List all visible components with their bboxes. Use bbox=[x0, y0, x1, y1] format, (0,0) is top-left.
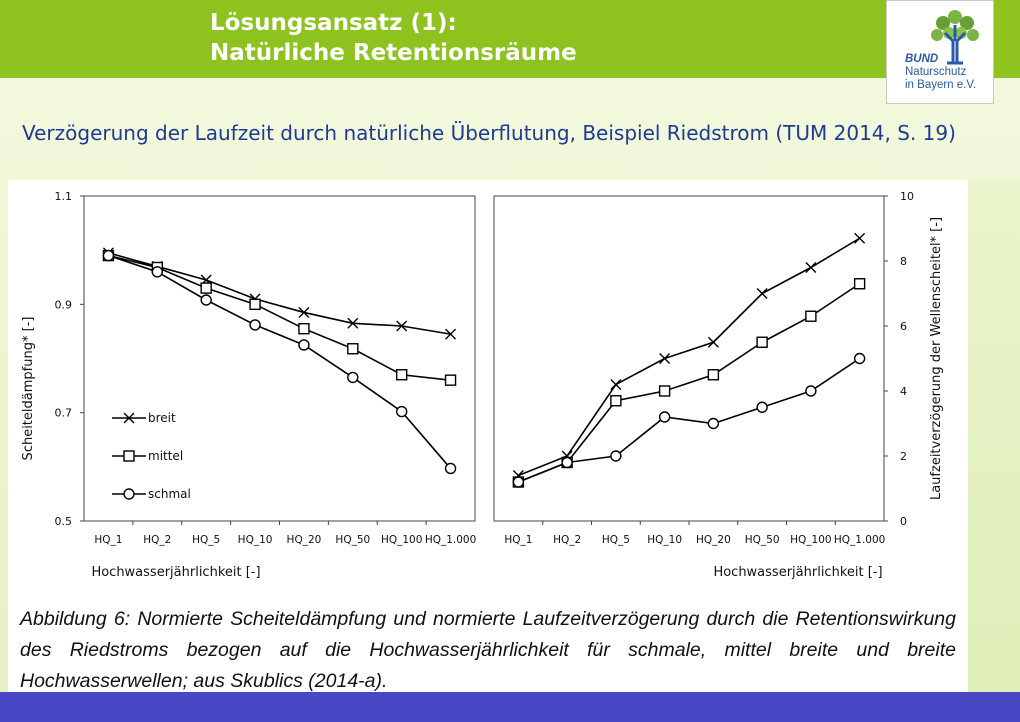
chart2-point-breit bbox=[659, 353, 671, 364]
chart2-series-line-breit bbox=[518, 237, 861, 477]
chart2-point-breit bbox=[805, 262, 817, 273]
chart1-point-mittel bbox=[298, 323, 310, 335]
chart2-plot-frame bbox=[493, 195, 885, 522]
chart2-xtick-label: HQ_10 bbox=[647, 534, 682, 546]
logo-line3: in Bayern e.V. bbox=[905, 79, 977, 91]
chart1-point-breit bbox=[445, 328, 457, 340]
chart2-xtick-label: HQ_1 bbox=[504, 534, 532, 546]
chart2-xtick-label: HQ_20 bbox=[696, 534, 731, 546]
chart2-point-mittel bbox=[853, 278, 866, 290]
chart1-xtick-label: HQ_1 bbox=[94, 534, 122, 546]
chart2-point-mittel bbox=[658, 385, 671, 397]
chart2-xtick-label: HQ_100 bbox=[790, 534, 831, 546]
chart1-xtick-label: HQ_1.000 bbox=[425, 534, 476, 546]
figure-panel: 1.1 0.9 0.7 0.5 HQ_1 HQ_2 HQ_5 HQ_10 HQ_20 HQ_50 H… bbox=[8, 180, 968, 716]
chart2-xtick-label: HQ_1.000 bbox=[834, 534, 885, 546]
legend-label-schmal: schmal bbox=[148, 487, 191, 501]
slide-title-line2: Natürliche Retentionsräume bbox=[210, 40, 577, 66]
right-background-strip bbox=[968, 180, 1020, 692]
chart2-xtick-label: HQ_2 bbox=[553, 534, 581, 546]
chart1-point-mittel bbox=[444, 374, 457, 386]
chart2-point-mittel bbox=[805, 310, 817, 322]
logo-line2: Naturschutz bbox=[905, 66, 967, 78]
chart2-point-breit bbox=[854, 232, 866, 244]
chart1-y-axis-label: Scheiteldämpfung* [-] bbox=[21, 317, 36, 461]
chart2-series-line-schmal bbox=[518, 357, 861, 483]
chart1-x-axis-label: Hochwasserjährlichkeit [-] bbox=[91, 565, 260, 580]
logo-text: BUND Naturschutz in Bayern e.V. bbox=[905, 53, 995, 92]
chart2-ytick-label: 4 bbox=[900, 385, 907, 398]
chart1-series-line-mittel bbox=[108, 254, 451, 381]
chart2-series-line-mittel bbox=[518, 283, 861, 483]
chart2-point-breit bbox=[610, 379, 622, 390]
chart1-ytick-label: 0.5 bbox=[55, 515, 73, 528]
tree-icon bbox=[931, 10, 979, 65]
chart1-xtick-label: HQ_20 bbox=[287, 534, 322, 546]
chart2-point-mittel bbox=[610, 395, 622, 407]
chart1-point-schmal bbox=[347, 371, 359, 384]
legend-marker-schmal bbox=[123, 488, 135, 500]
chart1-point-schmal bbox=[151, 266, 164, 278]
chart1-point-schmal bbox=[249, 319, 261, 331]
chart2-point-schmal bbox=[805, 385, 817, 397]
chart2-ytick-label: 8 bbox=[900, 255, 907, 268]
chart1-point-schmal bbox=[200, 294, 212, 306]
bund-logo: BUND Naturschutz in Bayern e.V. bbox=[886, 0, 994, 104]
legend-marker-breit bbox=[123, 412, 135, 424]
chart2-point-breit bbox=[707, 336, 719, 348]
chart2-point-mittel bbox=[707, 369, 720, 381]
chart1-point-schmal bbox=[395, 405, 408, 418]
logo-bund: BUND bbox=[905, 53, 939, 65]
chart1-xtick-label: HQ_100 bbox=[381, 534, 422, 546]
chart1-point-breit bbox=[298, 306, 310, 318]
chart1-point-breit bbox=[347, 317, 359, 329]
chart1-series-line-schmal bbox=[108, 254, 452, 469]
chart1-point-schmal bbox=[444, 462, 457, 475]
chart1-xtick-label: HQ_50 bbox=[335, 534, 370, 546]
chart2-point-schmal bbox=[610, 450, 622, 462]
legend-label-mittel: mittel bbox=[148, 449, 183, 463]
chart2-xtick-label: HQ_5 bbox=[602, 534, 630, 546]
chart2-point-schmal bbox=[561, 456, 573, 469]
chart2-ytick-label: 10 bbox=[900, 190, 914, 203]
chart1-series-line-breit bbox=[108, 252, 451, 335]
chart2-point-schmal bbox=[658, 411, 671, 423]
chart1-point-schmal bbox=[102, 249, 115, 262]
chart2-ytick-label: 0 bbox=[900, 515, 907, 528]
bottom-bar bbox=[0, 692, 1020, 722]
slide-subtitle: Verzögerung der Laufzeit durch natürlich… bbox=[22, 121, 956, 145]
slide-title: Lösungsansatz (1): Natürliche Retentions… bbox=[210, 8, 810, 68]
legend-label-breit: breit bbox=[148, 411, 176, 425]
legend-marker-mittel bbox=[123, 450, 135, 462]
header-bar: Lösungsansatz (1): Natürliche Retentions… bbox=[0, 0, 1020, 78]
chart2-xtick-label: HQ_50 bbox=[745, 534, 780, 546]
chart2-ytick-label: 2 bbox=[900, 450, 907, 463]
chart1-xtick-label: HQ_2 bbox=[143, 534, 171, 546]
chart2-ytick-label: 6 bbox=[900, 320, 907, 333]
chart2-point-schmal bbox=[512, 476, 525, 488]
chart2-point-breit bbox=[756, 288, 768, 299]
chart1-point-mittel bbox=[347, 343, 359, 355]
chart1-plot-frame bbox=[83, 195, 476, 522]
chart1-point-schmal bbox=[298, 339, 310, 351]
figure-caption: Abbildung 6: Normierte Scheiteldämpfung … bbox=[20, 608, 956, 692]
chart2-point-schmal bbox=[853, 352, 866, 365]
chart1-ytick-label: 0.7 bbox=[55, 407, 73, 420]
chart1-point-mittel bbox=[200, 282, 212, 294]
figure-charts: 1.10.90.70.5HQ_1 HQ_2 HQ_5 HQ_10 HQ_20 HQ_50 H… bbox=[21, 190, 944, 580]
chart1-point-breit bbox=[396, 320, 408, 332]
chart1-ytick-label: 0.9 bbox=[55, 298, 73, 311]
slide-title-line1: Lösungsansatz (1): bbox=[210, 10, 457, 36]
chart1-point-mittel bbox=[395, 369, 408, 381]
chart2-point-schmal bbox=[756, 401, 768, 413]
chart2-x-axis-label: Hochwasserjährlichkeit [-] bbox=[713, 565, 882, 580]
chart2-point-schmal bbox=[707, 417, 720, 430]
chart2-y-axis-label: Laufzeitverzögerung der Wellenscheitel* … bbox=[929, 217, 944, 500]
chart1-xtick-label: HQ_5 bbox=[192, 534, 220, 546]
chart2-point-mittel bbox=[756, 336, 768, 348]
chart1-xtick-label: HQ_10 bbox=[238, 534, 273, 546]
chart1-ytick-label: 1.1 bbox=[55, 190, 73, 203]
chart1-point-mittel bbox=[249, 298, 261, 311]
